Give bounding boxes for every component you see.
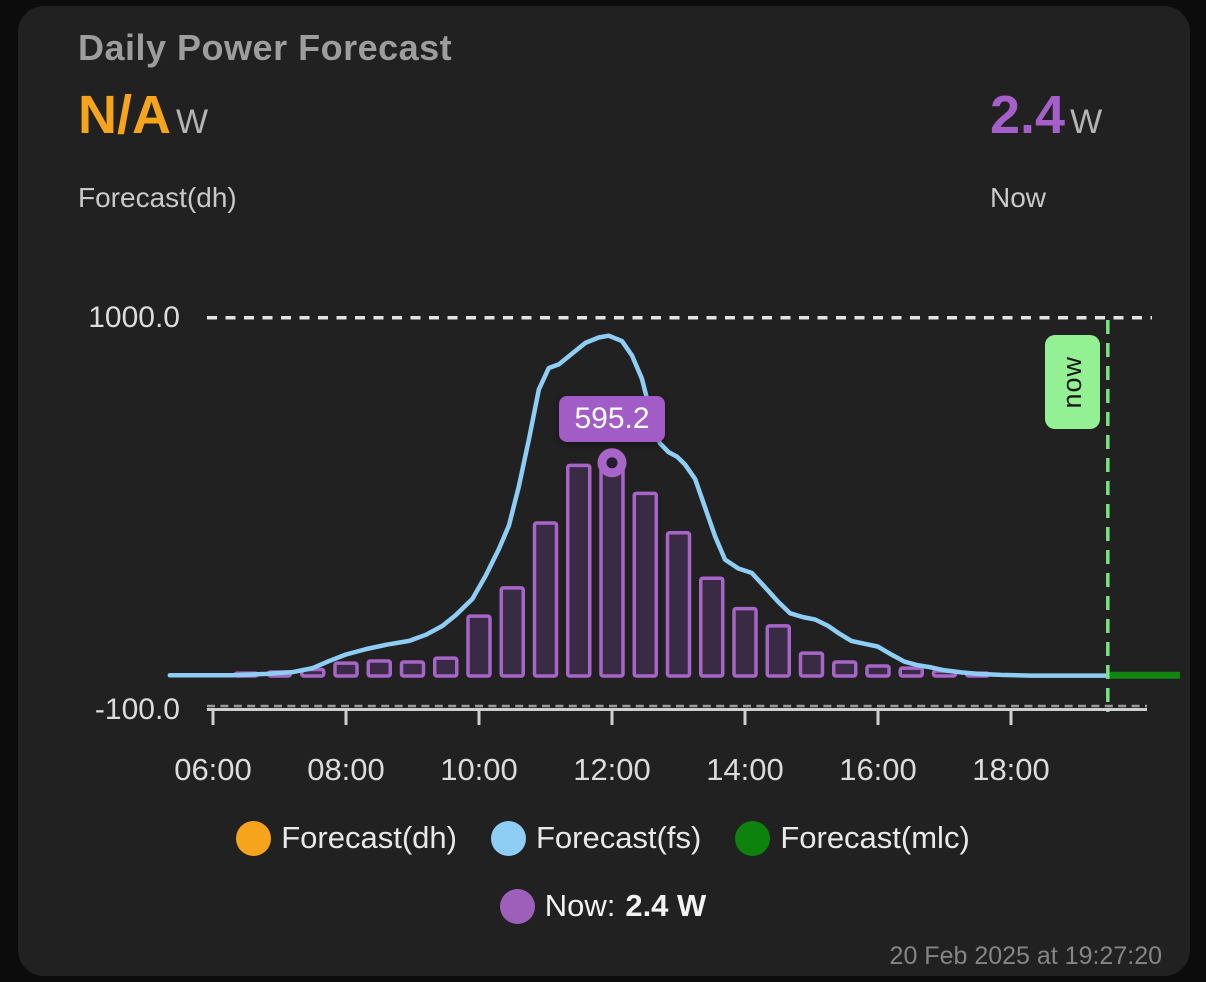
forecast-bar[interactable] (732, 606, 758, 678)
legend-item-forecast-mlc-[interactable]: Forecast(mlc) (735, 820, 970, 856)
now-stat: 2.4 W (990, 88, 1102, 142)
now-value: 2.4 (990, 85, 1066, 145)
forecast-bar[interactable] (566, 463, 592, 678)
forecast-bar[interactable] (499, 586, 525, 678)
x-axis-label: 18:00 (972, 752, 1050, 787)
legend-series-label: Forecast(mlc) (780, 820, 970, 855)
legend-now-row[interactable]: Now: 2.4 W (0, 888, 1206, 924)
legend-now-text: Now: 2.4 W (544, 888, 707, 923)
forecast-bar[interactable] (466, 614, 492, 678)
legend: Forecast(dh) Forecast(fs) Forecast(mlc) (0, 820, 1206, 856)
now-series-color-dot-icon (499, 888, 535, 924)
forecast-bar[interactable] (898, 666, 924, 678)
forecast-bar[interactable] (832, 660, 858, 678)
card-title: Daily Power Forecast (78, 27, 453, 68)
legend-item-now[interactable]: Now: 2.4 W (499, 888, 707, 924)
forecast-bar[interactable] (366, 659, 392, 678)
forecast-dh-caption: Forecast(dh) (78, 182, 237, 213)
forecast-bar[interactable] (765, 624, 791, 678)
x-axis-label: 08:00 (307, 752, 385, 787)
forecast-dh-stat: N/A W (78, 88, 208, 142)
forecast-bar[interactable] (865, 664, 891, 678)
series-color-dot-icon (490, 820, 526, 856)
x-axis-label: 14:00 (706, 752, 784, 787)
x-axis-label: 06:00 (174, 752, 252, 787)
legend-item-forecast-fs-[interactable]: Forecast(fs) (490, 820, 702, 856)
forecast-dh-unit: W (176, 103, 209, 141)
now-caption: Now (990, 182, 1047, 213)
forecast-bar[interactable] (699, 576, 725, 678)
data-point-tooltip: 595.2 (559, 395, 665, 442)
series-color-dot-icon (236, 820, 272, 856)
forecast-dh-value: N/A (78, 85, 171, 145)
y-axis-max-label: 1000.0 (88, 301, 180, 334)
now-annotation-text: now (1056, 355, 1087, 409)
x-axis-label: 16:00 (839, 752, 917, 787)
legend-series-label: Forecast(dh) (281, 820, 457, 855)
series-color-dot-icon (735, 820, 771, 856)
last-updated-timestamp: 20 Feb 2025 at 19:27:20 (889, 942, 1162, 970)
y-axis-min-label: -100.0 (94, 693, 180, 726)
forecast-bar[interactable] (532, 521, 559, 678)
forecast-bar[interactable] (433, 656, 459, 678)
forecast-bar[interactable] (665, 530, 692, 678)
forecast-bar[interactable] (399, 660, 426, 678)
forecast-bar[interactable] (798, 651, 825, 678)
x-axis-label: 10:00 (440, 752, 518, 787)
forecast-bar[interactable] (333, 661, 359, 678)
forecast-bar[interactable] (632, 491, 658, 678)
legend-item-forecast-dh-[interactable]: Forecast(dh) (236, 820, 457, 856)
legend-series-label: Forecast(fs) (535, 820, 702, 855)
forecast-bar[interactable] (599, 461, 625, 678)
now-annotation-badge: now (1044, 335, 1100, 429)
now-unit: W (1070, 103, 1103, 141)
selected-point-marker[interactable] (597, 448, 627, 478)
x-axis-label: 12:00 (573, 752, 651, 787)
